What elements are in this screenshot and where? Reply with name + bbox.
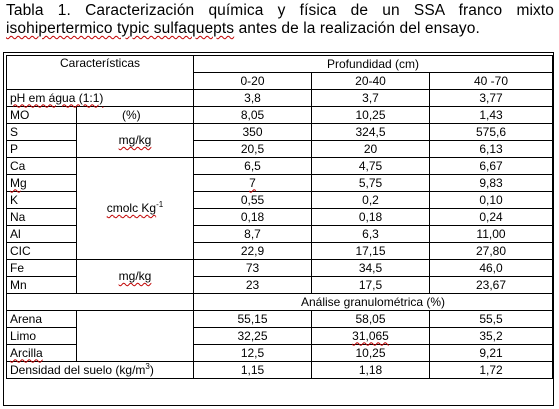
caption-line-2: isohipertermico typic sulfaquepts antes … — [6, 20, 480, 37]
cell: 73 — [193, 259, 312, 277]
table-row: Arena 55,15 58,05 55,5 — [6, 310, 553, 362]
cell: 11,00 — [429, 225, 553, 243]
blank-cell — [6, 293, 194, 311]
unit-cell: (%) — [76, 106, 194, 124]
header-depth-1: 0-20 — [193, 72, 312, 90]
cell: 0,18 — [193, 208, 312, 226]
table-header-row: Características Profundidad (cm) — [6, 55, 553, 90]
cell: 17,5 — [311, 276, 430, 294]
row-label: Ca — [6, 157, 77, 175]
row-label: Al — [6, 225, 77, 243]
row-label: Arena — [6, 310, 77, 328]
table-row: MO (%) 8,05 10,25 1,43 — [6, 106, 553, 124]
cell: 0,55 — [193, 191, 312, 209]
cell: 0,10 — [429, 191, 553, 209]
table-row: Mg 7 5,75 9,83 — [6, 174, 553, 192]
cell: 3,8 — [193, 89, 312, 107]
cell: 27,80 — [429, 242, 553, 260]
unit-cell: mg/kg — [76, 123, 194, 158]
cell: 0,18 — [311, 208, 430, 226]
cell: 55,5 — [429, 310, 553, 328]
cell: 6,5 — [193, 157, 312, 175]
cell: 22,9 — [193, 242, 312, 260]
cell: 35,2 — [429, 327, 553, 345]
cell: 58,05 — [311, 310, 430, 328]
caption-line-1: Tabla 1. Caracterización química y físic… — [6, 2, 554, 19]
cell: 12,5 — [193, 344, 312, 362]
table-row: pH em água (1:1) 3,8 3,7 3,77 — [6, 89, 553, 107]
blank-unit-cell — [76, 310, 194, 362]
cell: 3,77 — [429, 89, 553, 107]
row-label: P — [6, 140, 77, 158]
cell: 1,43 — [429, 106, 553, 124]
cell: 350 — [193, 123, 312, 141]
cell: 20,5 — [193, 140, 312, 158]
granulometry-header-row: Análise granulométrica (%) — [6, 293, 553, 311]
table-caption: Tabla 1. Caracterización química y físic… — [6, 2, 554, 38]
header-characteristics: Características — [6, 55, 194, 90]
caption-taxonomy: isohipertermico typic sulfaquepts — [6, 20, 235, 37]
header-depth-3: 40 -70 — [429, 72, 553, 90]
row-label: K — [6, 191, 77, 209]
table-row: Densidad del suelo (kg/m3) 1,15 1,18 1,7… — [6, 361, 553, 379]
cell: 575,6 — [429, 123, 553, 141]
row-label: Na — [6, 208, 77, 226]
cell: 6,13 — [429, 140, 553, 158]
cell: 4,75 — [311, 157, 430, 175]
cell: 7 — [193, 174, 312, 192]
caption-rest: antes de la realización del ensayo. — [234, 20, 480, 37]
cell: 9,21 — [429, 344, 553, 362]
cell: 1,15 — [193, 361, 312, 379]
header-depth-2: 20-40 — [311, 72, 430, 90]
cell: 10,25 — [311, 106, 430, 124]
cell: 31,065 — [311, 327, 430, 345]
table-row: Mn 23 17,5 23,67 — [6, 276, 553, 294]
cell: 6,3 — [311, 225, 430, 243]
cell: 3,7 — [311, 89, 430, 107]
table-row: CIC 22,9 17,15 27,80 — [6, 242, 553, 260]
cell: 55,15 — [193, 310, 312, 328]
row-label: CIC — [6, 242, 77, 260]
cell: 9,83 — [429, 174, 553, 192]
cell: 10,25 — [311, 344, 430, 362]
header-depth: Profundidad (cm) — [193, 55, 553, 73]
unit-cell: cmolc Kg-1 — [76, 157, 194, 260]
cell: 46,0 — [429, 259, 553, 277]
cell: 32,25 — [193, 327, 312, 345]
row-label: MO — [6, 106, 77, 124]
cell: 23 — [193, 276, 312, 294]
row-label: S — [6, 123, 77, 141]
cell: 23,67 — [429, 276, 553, 294]
table-row: Ca cmolc Kg-1 6,5 4,75 6,67 — [6, 157, 553, 260]
cell: 324,5 — [311, 123, 430, 141]
soil-table: Características Profundidad (cm) 0-20 20… — [6, 55, 553, 379]
table-frame — [3, 52, 554, 406]
cell: 0,2 — [311, 191, 430, 209]
cell: 34,5 — [311, 259, 430, 277]
table-row: Na 0,18 0,18 0,24 — [6, 208, 553, 226]
header-granulometry: Análise granulométrica (%) — [193, 293, 553, 311]
cell: 20 — [311, 140, 430, 158]
table-row: K 0,55 0,2 0,10 — [6, 191, 553, 209]
table-row: Fe mg/kg 73 34,5 46,0 — [6, 259, 553, 294]
cell: 1,18 — [311, 361, 430, 379]
table-subheader-row: 0-20 20-40 40 -70 — [7, 72, 553, 90]
cell: 17,15 — [311, 242, 430, 260]
row-label: Arcilla — [6, 344, 77, 362]
cell: 1,72 — [429, 361, 553, 379]
row-label: pH em água (1:1) — [6, 89, 194, 107]
cell: 8,7 — [193, 225, 312, 243]
cell: 0,24 — [429, 208, 553, 226]
cell: 6,67 — [429, 157, 553, 175]
table-row: S mg/kg 350 324,5 575,6 — [6, 123, 553, 158]
table-row: Limo 32,25 31,065 35,2 — [6, 327, 553, 345]
row-label: Densidad del suelo (kg/m3) — [6, 361, 194, 379]
cell: 5,75 — [311, 174, 430, 192]
row-label: Fe — [6, 259, 77, 277]
unit-cell: mg/kg — [76, 259, 194, 294]
row-label: Mn — [6, 276, 77, 294]
row-label: Limo — [6, 327, 77, 345]
cell: 8,05 — [193, 106, 312, 124]
row-label: Mg — [6, 174, 77, 192]
